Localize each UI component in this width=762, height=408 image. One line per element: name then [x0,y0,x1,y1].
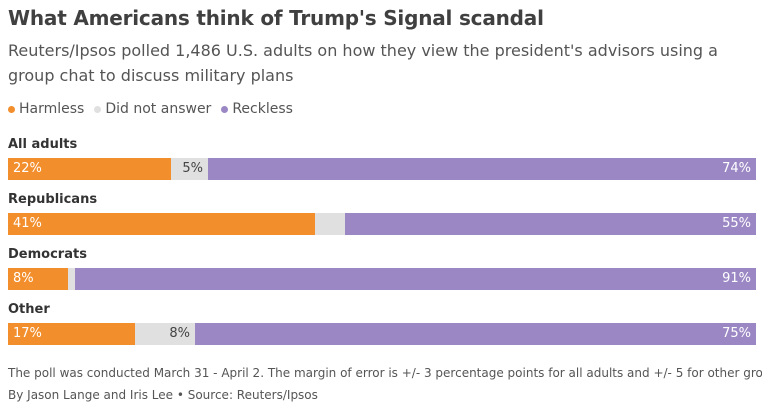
bar-segment-other-harmless: 17% [8,323,136,345]
data-label-other-did-not-answer: 8% [169,326,190,341]
data-label-other-harmless: 17% [13,326,42,341]
chart-subtitle: Reuters/Ipsos polled 1,486 U.S. adults o… [8,41,718,85]
credit-line: By Jason Lange and Iris Lee • Source: Re… [8,388,318,402]
legend-item-did-not-answer: Did not answer [94,101,211,117]
bar-republicans: 41% 55% [8,213,756,235]
group-label-democrats: Democrats [8,247,87,262]
bar-segment-all-adults-harmless: 22% [8,158,171,180]
footnote: The poll was conducted March 31 - April … [8,366,762,380]
bar-segment-republicans-did-not-answer [314,213,345,235]
legend-item-harmless: Harmless [8,101,84,117]
group-label-all-adults: All adults [8,137,78,152]
bar-segment-other-did-not-answer: 8% [135,323,195,345]
data-label-democrats-harmless: 8% [13,271,34,286]
data-label-republicans-harmless: 41% [13,216,42,231]
legend-swatch-harmless [8,105,15,113]
data-label-all-adults-did-not-answer: 5% [182,161,203,176]
bar-segment-democrats-reckless: 91% [75,268,756,290]
bar-segment-democrats-did-not-answer [67,268,76,290]
bar-other: 17% 8% 75% [8,323,756,345]
legend-label-harmless: Harmless [19,101,85,117]
bar-segment-democrats-harmless: 8% [8,268,68,290]
legend: Harmless Did not answer Reckless [8,101,303,117]
bar-democrats: 8% 91% [8,268,756,290]
bar-segment-all-adults-reckless: 74% [207,158,756,180]
data-label-all-adults-reckless: 74% [722,161,751,176]
chart-title: What Americans think of Trump's Signal s… [8,6,544,30]
bar-segment-republicans-harmless: 41% [8,213,315,235]
data-label-other-reckless: 75% [722,326,751,341]
legend-label-reckless: Reckless [232,101,293,117]
data-label-democrats-reckless: 91% [722,271,751,286]
legend-item-reckless: Reckless [221,101,293,117]
bar-segment-all-adults-did-not-answer: 5% [170,158,208,180]
data-label-republicans-reckless: 55% [722,216,751,231]
legend-label-did-not-answer: Did not answer [105,101,212,117]
bar-segment-other-reckless: 75% [194,323,756,345]
group-label-republicans: Republicans [8,192,98,207]
legend-swatch-reckless [221,105,229,113]
data-label-all-adults-harmless: 22% [13,161,42,176]
bar-segment-republicans-reckless: 55% [344,213,756,235]
legend-swatch-did-not-answer [94,105,102,113]
bar-all-adults: 22% 5% 74% [8,158,756,180]
group-label-other: Other [8,302,50,317]
